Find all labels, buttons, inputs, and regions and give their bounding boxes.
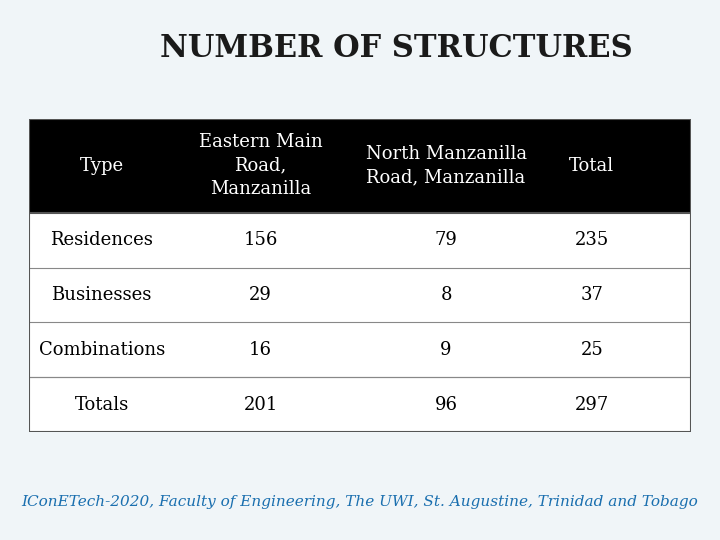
Text: 96: 96	[435, 396, 458, 414]
Text: Totals: Totals	[75, 396, 129, 414]
Text: 29: 29	[249, 286, 272, 304]
Text: Total: Total	[570, 157, 614, 175]
Text: 16: 16	[249, 341, 272, 359]
Text: Residences: Residences	[50, 231, 153, 249]
FancyBboxPatch shape	[29, 377, 691, 432]
Text: 297: 297	[575, 396, 609, 414]
Text: 8: 8	[441, 286, 452, 304]
FancyBboxPatch shape	[29, 213, 691, 268]
Text: 9: 9	[441, 341, 452, 359]
Text: IConETech-2020, Faculty of Engineering, The UWI, St. Augustine, Trinidad and Tob: IConETech-2020, Faculty of Engineering, …	[22, 495, 698, 509]
Text: 79: 79	[435, 231, 457, 249]
FancyBboxPatch shape	[29, 268, 691, 322]
Text: 156: 156	[243, 231, 278, 249]
Text: 37: 37	[580, 286, 603, 304]
FancyBboxPatch shape	[29, 119, 691, 213]
Text: Businesses: Businesses	[51, 286, 152, 304]
Text: Type: Type	[80, 157, 124, 175]
Text: 235: 235	[575, 231, 609, 249]
Text: 201: 201	[243, 396, 278, 414]
FancyBboxPatch shape	[29, 322, 691, 377]
Text: Eastern Main
Road,
Manzanilla: Eastern Main Road, Manzanilla	[199, 133, 323, 198]
Text: North Manzanilla
Road, Manzanilla: North Manzanilla Road, Manzanilla	[366, 145, 526, 187]
Text: NUMBER OF STRUCTURES: NUMBER OF STRUCTURES	[160, 33, 632, 64]
Text: Combinations: Combinations	[39, 341, 165, 359]
Text: 25: 25	[580, 341, 603, 359]
